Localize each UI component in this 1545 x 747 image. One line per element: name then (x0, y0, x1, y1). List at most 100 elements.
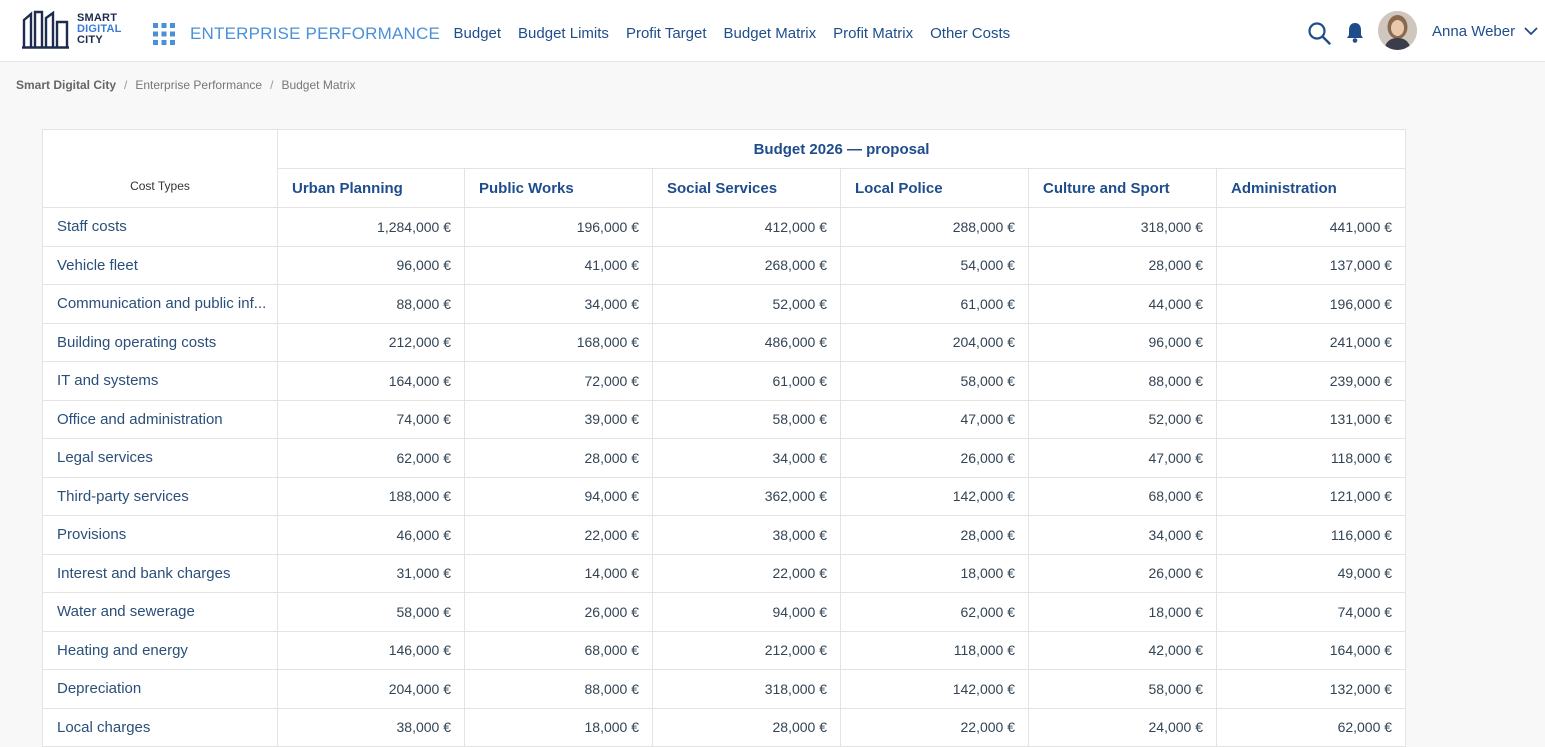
budget-value-cell[interactable]: 28,000 € (652, 707, 841, 747)
budget-value-cell[interactable]: 212,000 € (652, 630, 841, 670)
budget-value-cell[interactable]: 34,000 € (652, 438, 841, 478)
nav-item-other-costs[interactable]: Other Costs (930, 25, 1011, 42)
budget-value-cell[interactable]: 196,000 € (1215, 284, 1407, 324)
budget-value-cell[interactable]: 268,000 € (652, 245, 841, 285)
budget-value-cell[interactable]: 34,000 € (1028, 515, 1217, 555)
budget-value-cell[interactable]: 96,000 € (277, 245, 465, 285)
budget-value-cell[interactable]: 121,000 € (1215, 476, 1407, 516)
budget-value-cell[interactable]: 22,000 € (652, 553, 841, 593)
budget-value-cell[interactable]: 88,000 € (464, 669, 653, 709)
budget-value-cell[interactable]: 58,000 € (652, 399, 841, 439)
budget-value-cell[interactable]: 164,000 € (1215, 630, 1407, 670)
budget-value-cell[interactable]: 31,000 € (277, 553, 465, 593)
budget-value-cell[interactable]: 24,000 € (1028, 707, 1217, 747)
budget-value-cell[interactable]: 39,000 € (464, 399, 653, 439)
budget-value-cell[interactable]: 142,000 € (840, 669, 1029, 709)
budget-value-cell[interactable]: 362,000 € (652, 476, 841, 516)
budget-value-cell[interactable]: 412,000 € (652, 207, 841, 247)
budget-value-cell[interactable]: 1,284,000 € (277, 207, 465, 247)
budget-value-cell[interactable]: 88,000 € (277, 284, 465, 324)
budget-value-cell[interactable]: 49,000 € (1215, 553, 1407, 593)
nav-item-budget-limits[interactable]: Budget Limits (518, 25, 609, 42)
budget-value-cell[interactable]: 74,000 € (1215, 592, 1407, 632)
cost-type-label[interactable]: Legal services (42, 438, 278, 478)
budget-value-cell[interactable]: 46,000 € (277, 515, 465, 555)
budget-value-cell[interactable]: 142,000 € (840, 476, 1029, 516)
budget-value-cell[interactable]: 58,000 € (277, 592, 465, 632)
cost-type-label[interactable]: IT and systems (42, 361, 278, 401)
user-avatar[interactable] (1378, 11, 1417, 50)
budget-value-cell[interactable]: 68,000 € (1028, 476, 1217, 516)
budget-value-cell[interactable]: 94,000 € (464, 476, 653, 516)
budget-value-cell[interactable]: 26,000 € (840, 438, 1029, 478)
app-logo[interactable]: SMART DIGITAL CITY (22, 10, 132, 52)
budget-value-cell[interactable]: 188,000 € (277, 476, 465, 516)
budget-value-cell[interactable]: 62,000 € (840, 592, 1029, 632)
column-header-administration[interactable]: Administration (1215, 168, 1407, 208)
cost-type-label[interactable]: Third-party services (42, 476, 278, 516)
budget-value-cell[interactable]: 94,000 € (652, 592, 841, 632)
budget-value-cell[interactable]: 168,000 € (464, 322, 653, 362)
cost-type-label[interactable]: Depreciation (42, 669, 278, 709)
budget-value-cell[interactable]: 18,000 € (1028, 592, 1217, 632)
budget-value-cell[interactable]: 288,000 € (840, 207, 1029, 247)
column-header-culture-and-sport[interactable]: Culture and Sport (1028, 168, 1217, 208)
cost-type-label[interactable]: Building operating costs (42, 322, 278, 362)
budget-value-cell[interactable]: 61,000 € (840, 284, 1029, 324)
budget-value-cell[interactable]: 14,000 € (464, 553, 653, 593)
budget-value-cell[interactable]: 54,000 € (840, 245, 1029, 285)
budget-value-cell[interactable]: 28,000 € (1028, 245, 1217, 285)
budget-value-cell[interactable]: 196,000 € (464, 207, 653, 247)
budget-value-cell[interactable]: 318,000 € (1028, 207, 1217, 247)
budget-value-cell[interactable]: 22,000 € (464, 515, 653, 555)
budget-value-cell[interactable]: 18,000 € (840, 553, 1029, 593)
column-header-social-services[interactable]: Social Services (652, 168, 841, 208)
app-grid-icon[interactable] (153, 23, 175, 45)
budget-value-cell[interactable]: 62,000 € (1215, 707, 1407, 747)
budget-value-cell[interactable]: 137,000 € (1215, 245, 1407, 285)
budget-value-cell[interactable]: 318,000 € (652, 669, 841, 709)
budget-value-cell[interactable]: 239,000 € (1215, 361, 1407, 401)
budget-value-cell[interactable]: 47,000 € (1028, 438, 1217, 478)
budget-value-cell[interactable]: 18,000 € (464, 707, 653, 747)
cost-type-label[interactable]: Office and administration (42, 399, 278, 439)
cost-type-label[interactable]: Water and sewerage (42, 592, 278, 632)
budget-value-cell[interactable]: 47,000 € (840, 399, 1029, 439)
budget-value-cell[interactable]: 22,000 € (840, 707, 1029, 747)
budget-value-cell[interactable]: 26,000 € (1028, 553, 1217, 593)
column-header-urban-planning[interactable]: Urban Planning (277, 168, 465, 208)
budget-value-cell[interactable]: 52,000 € (652, 284, 841, 324)
cost-type-label[interactable]: Communication and public inf... (42, 284, 278, 324)
budget-value-cell[interactable]: 58,000 € (1028, 669, 1217, 709)
budget-value-cell[interactable]: 204,000 € (277, 669, 465, 709)
budget-value-cell[interactable]: 146,000 € (277, 630, 465, 670)
chevron-down-icon[interactable] (1524, 25, 1538, 37)
budget-value-cell[interactable]: 441,000 € (1215, 207, 1407, 247)
budget-value-cell[interactable]: 96,000 € (1028, 322, 1217, 362)
budget-value-cell[interactable]: 62,000 € (277, 438, 465, 478)
budget-value-cell[interactable]: 204,000 € (840, 322, 1029, 362)
budget-value-cell[interactable]: 38,000 € (277, 707, 465, 747)
nav-item-profit-target[interactable]: Profit Target (625, 25, 707, 42)
budget-value-cell[interactable]: 28,000 € (840, 515, 1029, 555)
breadcrumb-item-root[interactable]: Smart Digital City (16, 78, 117, 92)
budget-value-cell[interactable]: 68,000 € (464, 630, 653, 670)
budget-value-cell[interactable]: 72,000 € (464, 361, 653, 401)
nav-item-budget[interactable]: Budget (453, 25, 502, 42)
budget-value-cell[interactable]: 34,000 € (464, 284, 653, 324)
budget-value-cell[interactable]: 116,000 € (1215, 515, 1407, 555)
budget-value-cell[interactable]: 58,000 € (840, 361, 1029, 401)
budget-value-cell[interactable]: 52,000 € (1028, 399, 1217, 439)
user-name[interactable]: Anna Weber (1432, 23, 1516, 40)
cost-type-label[interactable]: Vehicle fleet (42, 245, 278, 285)
budget-value-cell[interactable]: 212,000 € (277, 322, 465, 362)
cost-type-label[interactable]: Staff costs (42, 207, 278, 247)
budget-value-cell[interactable]: 132,000 € (1215, 669, 1407, 709)
budget-value-cell[interactable]: 41,000 € (464, 245, 653, 285)
budget-value-cell[interactable]: 26,000 € (464, 592, 653, 632)
search-icon[interactable] (1307, 21, 1331, 45)
notification-bell-icon[interactable] (1344, 21, 1366, 43)
budget-value-cell[interactable]: 131,000 € (1215, 399, 1407, 439)
budget-value-cell[interactable]: 88,000 € (1028, 361, 1217, 401)
budget-value-cell[interactable]: 74,000 € (277, 399, 465, 439)
